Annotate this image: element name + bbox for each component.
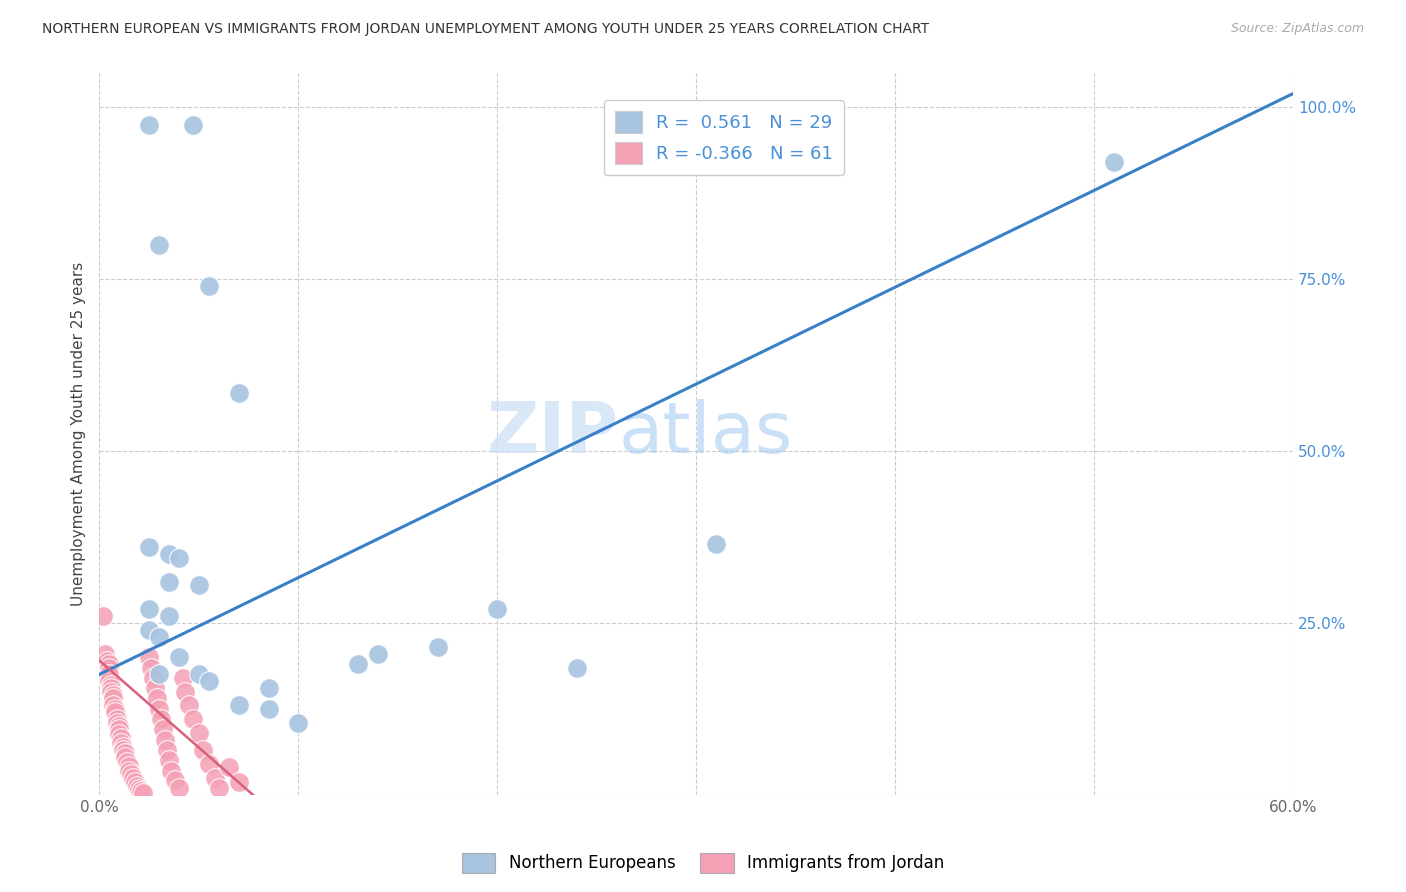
Point [114,750,136,764]
Point [167,550,190,565]
Point [228,385,250,400]
Point [181,712,204,726]
Point [98,660,121,674]
Point [204,771,226,785]
Point [110,736,132,750]
Text: Source: ZipAtlas.com: Source: ZipAtlas.com [1230,22,1364,36]
Point [347,657,370,672]
Text: ZIP: ZIP [486,400,619,468]
Point [98,657,121,672]
Point [157,609,180,624]
Point [198,756,221,771]
Point [157,547,180,561]
Point [138,623,160,637]
Point [124,775,146,789]
Point [208,780,231,795]
Point [141,660,163,674]
Point [127,780,149,794]
Point [174,684,197,698]
Point [152,723,174,737]
Point [187,667,209,681]
Point [704,537,727,551]
Point [486,602,509,616]
Point [181,118,204,132]
Point [187,726,209,740]
Point [138,541,160,555]
Point [157,753,180,767]
Point [156,743,179,757]
Point [228,775,250,789]
Point [148,237,170,252]
Point [177,698,200,713]
Point [120,767,142,781]
Point [142,671,165,685]
Point [287,715,309,730]
Point [163,772,186,787]
Point [148,702,170,716]
Point [117,755,139,769]
Point [108,723,131,737]
Point [103,698,125,713]
Point [565,660,588,674]
Point [153,732,176,747]
Point [146,691,169,706]
Point [98,674,121,689]
Point [150,712,173,726]
Point [257,681,280,695]
Point [105,715,128,730]
Point [257,702,280,716]
Point [100,678,122,692]
Point [148,630,170,644]
Point [138,118,160,132]
Point [103,688,125,702]
Point [167,780,190,795]
Legend: Northern Europeans, Immigrants from Jordan: Northern Europeans, Immigrants from Jord… [456,847,950,880]
Point [167,650,190,665]
Point [103,691,125,706]
Point [112,743,135,757]
Point [426,640,449,654]
Point [191,743,214,757]
Point [138,650,160,665]
Point [100,684,122,698]
Point [118,764,141,778]
Point [148,667,170,681]
Point [108,727,131,741]
Point [157,574,180,589]
Point [128,782,150,797]
Point [112,739,135,754]
Point [93,609,115,624]
Point [367,647,389,661]
Point [100,681,122,695]
Point [104,705,127,719]
Point [218,760,240,774]
Point [104,702,127,716]
Point [228,698,250,713]
Y-axis label: Unemployment Among Youth under 25 years: Unemployment Among Youth under 25 years [72,261,86,606]
Point [118,759,141,773]
Point [122,771,145,785]
Point [160,764,183,778]
Point [198,674,221,689]
Point [198,279,221,293]
Point [172,671,194,685]
Point [187,578,209,592]
Text: NORTHERN EUROPEAN VS IMMIGRANTS FROM JORDAN UNEMPLOYMENT AMONG YOUTH UNDER 25 YE: NORTHERN EUROPEAN VS IMMIGRANTS FROM JOR… [42,22,929,37]
Legend: R =  0.561   N = 29, R = -0.366   N = 61: R = 0.561 N = 29, R = -0.366 N = 61 [603,100,844,175]
Point [129,784,152,798]
Point [94,647,117,661]
Point [138,602,160,616]
Point [143,681,166,695]
Point [108,719,131,733]
Point [132,786,155,800]
Point [114,747,136,761]
Point [105,712,128,726]
Point [96,654,118,668]
Point [110,731,132,746]
Point [98,667,121,681]
Text: atlas: atlas [619,400,793,468]
Point [1102,155,1125,169]
